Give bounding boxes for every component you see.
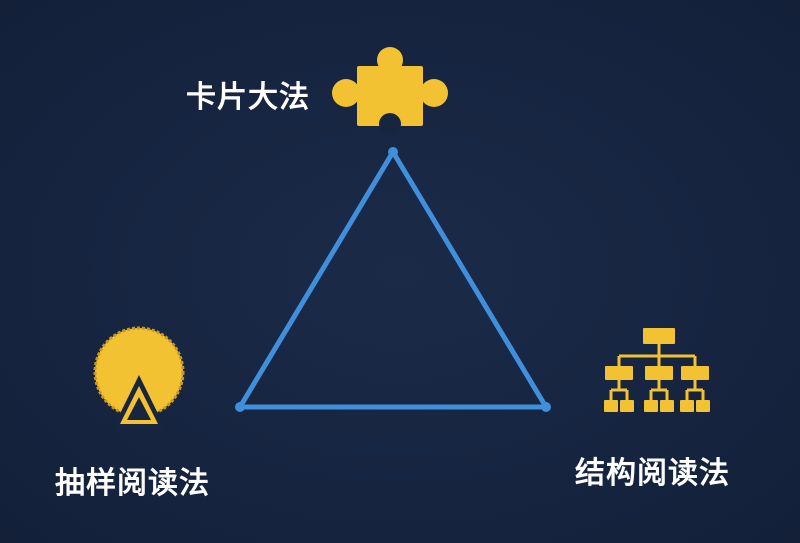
node-label-card-method: 卡片大法 [186, 80, 310, 115]
triangle-vertex-top [388, 147, 398, 157]
triangle-vertex-right [541, 402, 551, 412]
hierarchy-icon [604, 328, 710, 412]
pie-slice-icon [93, 326, 185, 430]
method-triangle [237, 149, 549, 410]
node-label-structure-reading: 结构阅读法 [575, 456, 730, 491]
node-label-sampling-reading: 抽样阅读法 [55, 466, 210, 501]
triangle-vertex-left [235, 402, 245, 412]
puzzle-piece-icon [332, 47, 448, 135]
